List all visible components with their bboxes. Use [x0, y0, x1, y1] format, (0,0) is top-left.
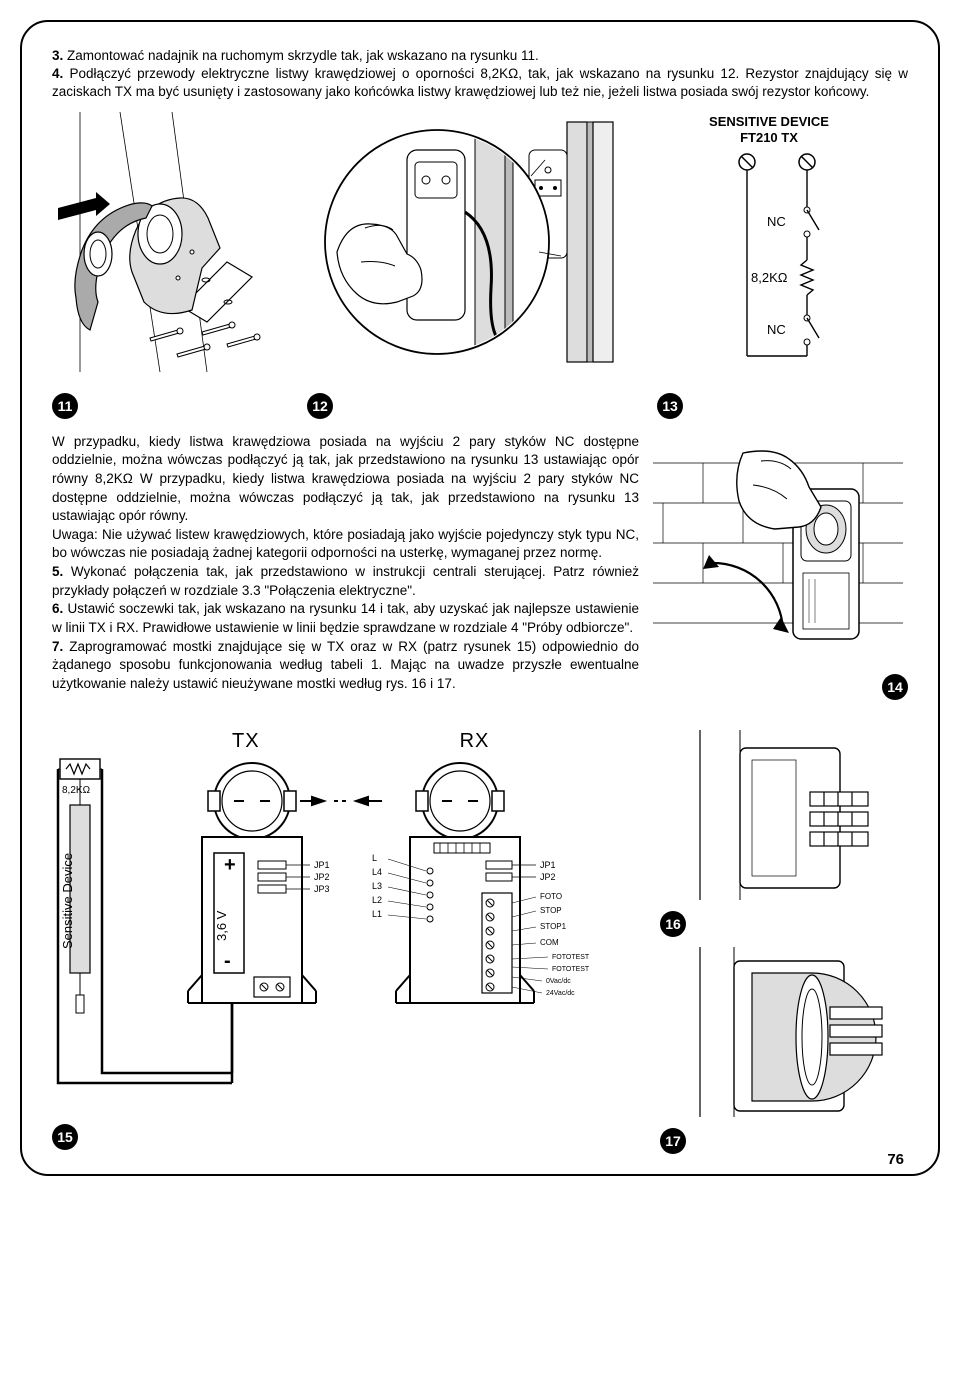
svg-text:STOP1: STOP1 — [540, 922, 567, 931]
svg-text:L3: L3 — [372, 881, 382, 891]
svg-text:L4: L4 — [372, 867, 382, 877]
intro-paragraph: 3. Zamontować nadajnik na ruchomym skrzy… — [52, 47, 908, 102]
svg-text:NC: NC — [767, 214, 786, 229]
badge-16: 16 — [660, 911, 686, 937]
n5: 5. — [52, 564, 63, 579]
item-4-text: Podłączyć przewody elektryczne listwy kr… — [52, 66, 908, 99]
figure-16 — [660, 730, 910, 900]
n6: 6. — [52, 601, 63, 616]
svg-text:JP1: JP1 — [314, 860, 330, 870]
para-nc: W przypadku, kiedy listwa krawędziowa po… — [52, 434, 639, 524]
badge-17: 17 — [660, 1128, 686, 1154]
svg-text:L: L — [372, 853, 377, 863]
svg-text:FOTOTEST: FOTOTEST — [552, 954, 590, 961]
figure-12 — [307, 112, 657, 377]
page-frame: 3. Zamontować nadajnik na ruchomym skrzy… — [20, 20, 940, 1176]
svg-text:JP1: JP1 — [540, 860, 556, 870]
svg-text:JP2: JP2 — [314, 872, 330, 882]
figure-17 — [660, 947, 910, 1117]
n7: 7. — [52, 639, 63, 654]
row-3: TX RX 8,2KΩ Sensitive Device — [52, 730, 908, 1154]
badge-row-1: 11 12 13 — [52, 387, 908, 419]
badge-14: 14 — [882, 674, 908, 700]
figure-col-right: 16 17 — [660, 730, 910, 1154]
rx-label: RX — [460, 730, 490, 753]
para-warning: Uwaga: Nie używać listew krawędziowych, … — [52, 527, 639, 561]
figure-11 — [52, 112, 307, 377]
body-row-2: W przypadku, kiedy listwa krawędziowa po… — [52, 433, 908, 700]
badge-13: 13 — [657, 393, 683, 419]
svg-text:JP3: JP3 — [314, 884, 330, 894]
item-4-num: 4. — [52, 66, 63, 81]
svg-text:NC: NC — [767, 322, 786, 337]
svg-text:COM: COM — [540, 938, 559, 947]
svg-text:3,6 V: 3,6 V — [214, 910, 229, 941]
figure-14: 14 — [653, 433, 908, 700]
item-3-text: Zamontować nadajnik na ruchomym skrzydle… — [63, 48, 538, 63]
svg-text:-: - — [224, 950, 231, 972]
t6: Ustawić soczewki tak, jak wskazano na ry… — [52, 601, 639, 635]
svg-text:+: + — [224, 854, 236, 876]
sensitive-device-label: SENSITIVE DEVICE — [709, 114, 829, 129]
svg-text:24Vac/dc: 24Vac/dc — [546, 990, 575, 997]
svg-text:8,2KΩ: 8,2KΩ — [751, 270, 788, 285]
svg-text:L1: L1 — [372, 909, 382, 919]
badge-15: 15 — [52, 1124, 78, 1150]
figure-row-1: SENSITIVE DEVICE FT210 TX NC 8,2KΩ — [52, 112, 908, 377]
figure-13: SENSITIVE DEVICE FT210 TX NC 8,2KΩ — [657, 112, 887, 377]
svg-text:STOP: STOP — [540, 906, 562, 915]
svg-text:FT210 TX: FT210 TX — [740, 130, 798, 145]
badge-11: 11 — [52, 393, 78, 419]
svg-text:L2: L2 — [372, 895, 382, 905]
svg-text:Sensitive Device: Sensitive Device — [60, 853, 75, 949]
t7: Zaprogramować mostki znajdujące się w TX… — [52, 639, 639, 691]
svg-text:FOTOTEST: FOTOTEST — [552, 966, 590, 973]
tx-label: TX — [232, 730, 260, 753]
svg-text:0Vac/dc: 0Vac/dc — [546, 978, 571, 985]
svg-text:8,2KΩ: 8,2KΩ — [62, 785, 91, 796]
item-3-num: 3. — [52, 48, 63, 63]
figure-15: TX RX 8,2KΩ Sensitive Device — [52, 730, 642, 1150]
t5: Wykonać połączenia tak, jak przedstawion… — [52, 564, 639, 598]
body-text-2: W przypadku, kiedy listwa krawędziowa po… — [52, 433, 639, 694]
svg-text:FOTO: FOTO — [540, 892, 562, 901]
svg-text:JP2: JP2 — [540, 872, 556, 882]
badge-12: 12 — [307, 393, 333, 419]
page-number: 76 — [887, 1151, 904, 1168]
